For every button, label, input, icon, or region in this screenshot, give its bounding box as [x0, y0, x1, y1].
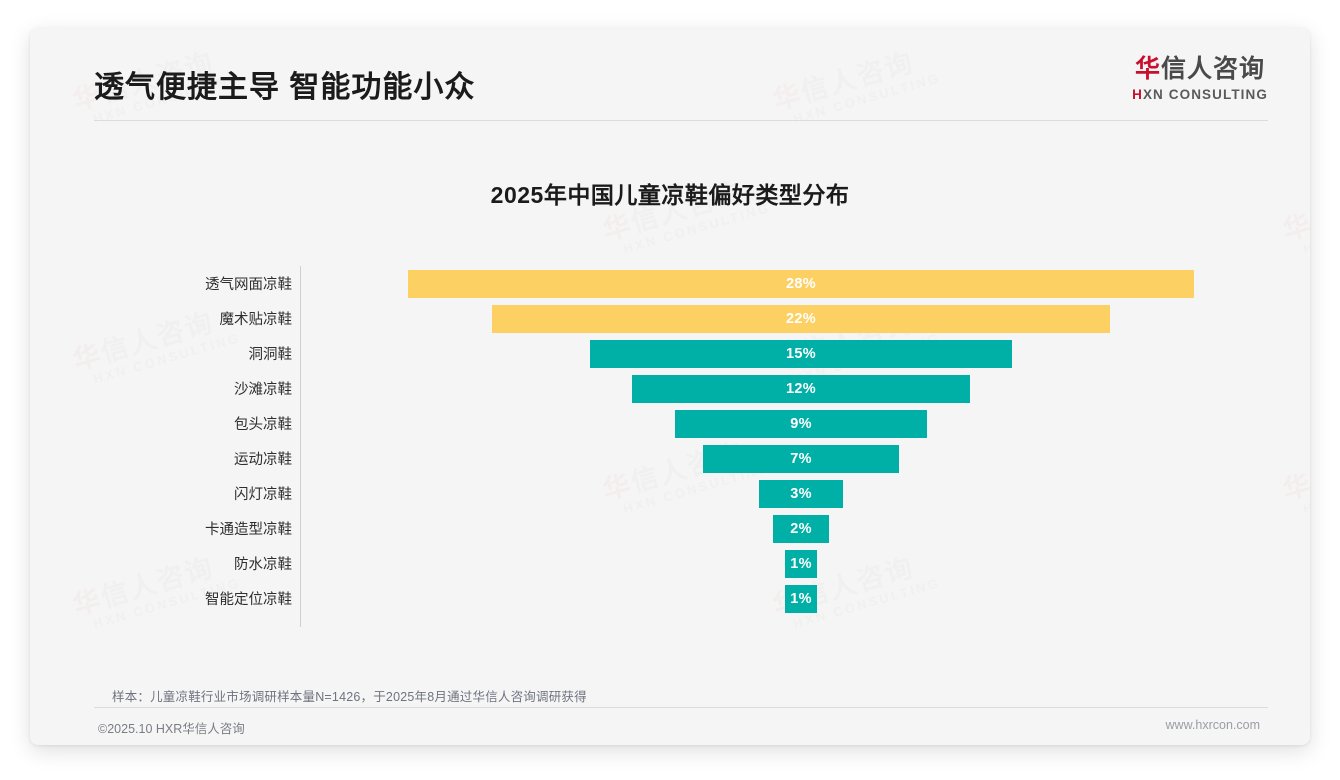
bar-row: 卡通造型凉鞋 2%	[30, 511, 1310, 546]
bar-rows: 透气网面凉鞋 28% 魔术贴凉鞋 22% 洞洞鞋 15% 沙滩凉鞋 12% 包头凉鞋 9% 运动凉鞋…	[30, 266, 1310, 616]
bar-row: 防水凉鞋 1%	[30, 546, 1310, 581]
bar[interactable]: 22%	[491, 304, 1111, 333]
bar-track: 2%	[301, 511, 1301, 546]
logo-chinese: 华信人咨询	[1132, 55, 1268, 84]
bar-track: 15%	[301, 336, 1301, 371]
bar[interactable]: 3%	[758, 479, 844, 508]
category-axis-line	[300, 266, 301, 627]
copyright-text: ©2025.10 HXR华信人咨询	[98, 722, 245, 736]
bar[interactable]: 1%	[785, 549, 817, 578]
logo-english-rest: XN CONSULTING	[1142, 86, 1268, 102]
bar-track: 22%	[301, 301, 1301, 336]
slide-header: 透气便捷主导 智能功能小众 华信人咨询 HXN CONSULTING	[30, 28, 1310, 124]
funnel-bar-chart: 透气网面凉鞋 28% 魔术贴凉鞋 22% 洞洞鞋 15% 沙滩凉鞋 12% 包头凉鞋 9% 运动凉鞋…	[30, 266, 1310, 636]
logo-english-red: H	[1132, 86, 1143, 102]
chart-title: 2025年中国儿童凉鞋偏好类型分布	[490, 182, 850, 208]
slide-canvas: 华信人咨询 HXN CONSULTING 华信人咨询 HXN CONSULTING 华信…	[30, 28, 1310, 745]
bar-value-label: 9%	[790, 415, 812, 432]
logo-chinese-red: 华	[1135, 55, 1162, 83]
category-label: 魔术贴凉鞋	[219, 312, 293, 328]
category-label: 包头凉鞋	[234, 417, 292, 433]
category-label: 闪灯凉鞋	[234, 487, 292, 503]
company-logo: 华信人咨询 HXN CONSULTING	[1132, 55, 1268, 102]
bar-value-label: 15%	[786, 345, 816, 362]
bar-value-label: 1%	[790, 590, 812, 607]
logo-chinese-rest: 信人咨询	[1161, 55, 1266, 83]
header-divider	[94, 120, 1268, 121]
bar-track: 28%	[301, 266, 1301, 301]
bar-row: 洞洞鞋 15%	[30, 336, 1310, 371]
bar[interactable]: 15%	[590, 339, 1012, 368]
bar-value-label: 22%	[786, 310, 816, 327]
category-label: 卡通造型凉鞋	[205, 522, 292, 538]
bar-track: 1%	[301, 581, 1301, 616]
category-label: 洞洞鞋	[248, 347, 293, 363]
website-url[interactable]: www.hxrcon.com	[1165, 718, 1260, 732]
bar[interactable]: 28%	[407, 269, 1195, 298]
chart-container: 2025年中国儿童凉鞋偏好类型分布 透气网面凉鞋 28% 魔术贴凉鞋 22% 洞洞鞋 15…	[30, 128, 1310, 658]
bar-track: 1%	[301, 546, 1301, 581]
bar-value-label: 2%	[790, 520, 812, 537]
bar[interactable]: 12%	[632, 374, 970, 403]
footer-divider	[94, 707, 1268, 708]
bar-value-label: 1%	[790, 555, 812, 572]
bar-row: 闪灯凉鞋 3%	[30, 476, 1310, 511]
logo-english: HXN CONSULTING	[1132, 87, 1268, 102]
category-label: 智能定位凉鞋	[205, 592, 292, 608]
page-title: 透气便捷主导 智能功能小众	[94, 71, 476, 104]
bar-track: 3%	[301, 476, 1301, 511]
bar-value-label: 12%	[786, 380, 816, 397]
bar-value-label: 7%	[790, 450, 812, 467]
category-label: 防水凉鞋	[234, 557, 292, 573]
bar[interactable]: 9%	[674, 409, 928, 438]
category-label: 透气网面凉鞋	[205, 277, 292, 293]
bar-row: 魔术贴凉鞋 22%	[30, 301, 1310, 336]
category-label: 运动凉鞋	[234, 452, 292, 468]
bar-value-label: 3%	[790, 485, 812, 502]
bar-row: 包头凉鞋 9%	[30, 406, 1310, 441]
bar[interactable]: 2%	[772, 514, 830, 543]
bar-row: 透气网面凉鞋 28%	[30, 266, 1310, 301]
sample-note: 样本：儿童凉鞋行业市场调研样本量N=1426，于2025年8月通过华信人咨询调研…	[112, 690, 587, 704]
bar-row: 运动凉鞋 7%	[30, 441, 1310, 476]
bar[interactable]: 1%	[785, 584, 817, 613]
category-label: 沙滩凉鞋	[234, 382, 292, 398]
bar-track: 7%	[301, 441, 1301, 476]
bar-track: 9%	[301, 406, 1301, 441]
bar-track: 12%	[301, 371, 1301, 406]
bar-value-label: 28%	[786, 275, 816, 292]
bar-row: 沙滩凉鞋 12%	[30, 371, 1310, 406]
bar[interactable]: 7%	[702, 444, 900, 473]
bar-row: 智能定位凉鞋 1%	[30, 581, 1310, 616]
